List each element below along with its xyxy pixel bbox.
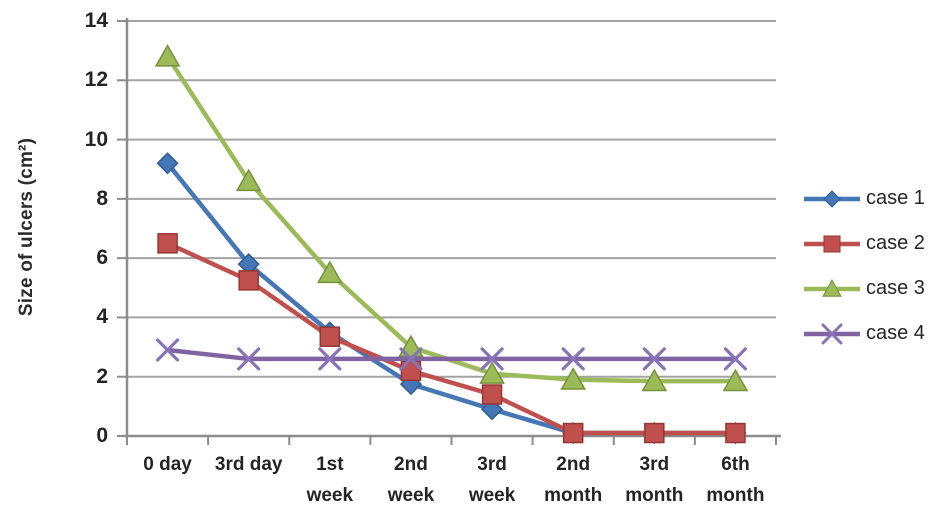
legend-label: case 2 [866, 232, 925, 254]
legend-label: case 4 [866, 322, 925, 344]
data-point-marker [400, 360, 422, 382]
x-category-label: 0 day [143, 454, 192, 475]
data-point-marker [155, 338, 180, 362]
y-tick-label: 8 [96, 186, 108, 210]
y-tick-label: 6 [96, 246, 108, 270]
legend-item-case-4: case 4 [802, 321, 925, 346]
x-category-label: 3rd month [625, 454, 684, 506]
data-point-marker [237, 347, 261, 371]
data-point-marker [642, 347, 666, 371]
data-point-marker [154, 44, 181, 67]
square-marker-icon [804, 235, 860, 252]
data-point-marker [562, 422, 584, 444]
data-point-marker [560, 367, 587, 390]
x-marker-icon [804, 323, 860, 344]
data-point-marker [318, 347, 342, 371]
legend-label: case 3 [866, 277, 925, 299]
data-point-marker [157, 233, 178, 254]
x-category-label: 2nd month [544, 454, 603, 506]
data-point-marker [156, 152, 179, 175]
diamond-marker-icon [804, 189, 860, 208]
data-point-marker [561, 347, 585, 371]
triangle-marker-icon [804, 278, 860, 297]
y-tick-label: 10 [84, 127, 108, 151]
legend-marker [821, 323, 843, 344]
x-category-label: 3rd week [468, 454, 516, 506]
legend-item-case-2: case 2 [802, 231, 925, 256]
y-tick-label: 14 [84, 9, 108, 32]
legend-marker [823, 189, 841, 208]
y-tick-label: 2 [96, 364, 108, 388]
data-point-marker [725, 422, 746, 444]
series-line-case-4 [165, 347, 738, 362]
data-point-marker [399, 347, 423, 371]
legend-marker [823, 235, 841, 252]
data-point-marker [723, 347, 748, 371]
series-line-case-1 [165, 161, 738, 436]
legend-item-case-3: case 3 [802, 276, 925, 301]
y-axis-title: Size of ulcers (cm²) [16, 137, 37, 317]
x-category-label: 2nd week [387, 454, 435, 506]
y-tick-label: 0 [96, 424, 108, 447]
y-tick-label: 4 [96, 305, 108, 329]
data-point-marker [479, 361, 505, 384]
chart-legend: case 1 case 2 case 3 case 4 [802, 186, 925, 346]
legend-marker [822, 278, 842, 297]
series-line-case-2 [165, 241, 738, 436]
data-point-marker [319, 326, 341, 347]
data-point-marker [641, 368, 668, 392]
x-category-label: 6th month [706, 454, 765, 506]
data-point-marker [235, 168, 262, 192]
series-line-case-3 [165, 54, 738, 384]
x-category-label: 1st week [306, 454, 354, 506]
data-point-marker [480, 347, 504, 371]
data-point-marker [316, 260, 343, 284]
data-point-marker [644, 422, 665, 444]
data-point-marker [481, 384, 503, 405]
y-tick-label: 12 [84, 68, 108, 92]
data-point-marker [238, 270, 259, 291]
legend-item-case-1: case 1 [802, 186, 925, 211]
legend-label: case 1 [866, 187, 925, 209]
x-category-label: 3rd day [214, 454, 283, 475]
data-point-marker [722, 368, 749, 392]
